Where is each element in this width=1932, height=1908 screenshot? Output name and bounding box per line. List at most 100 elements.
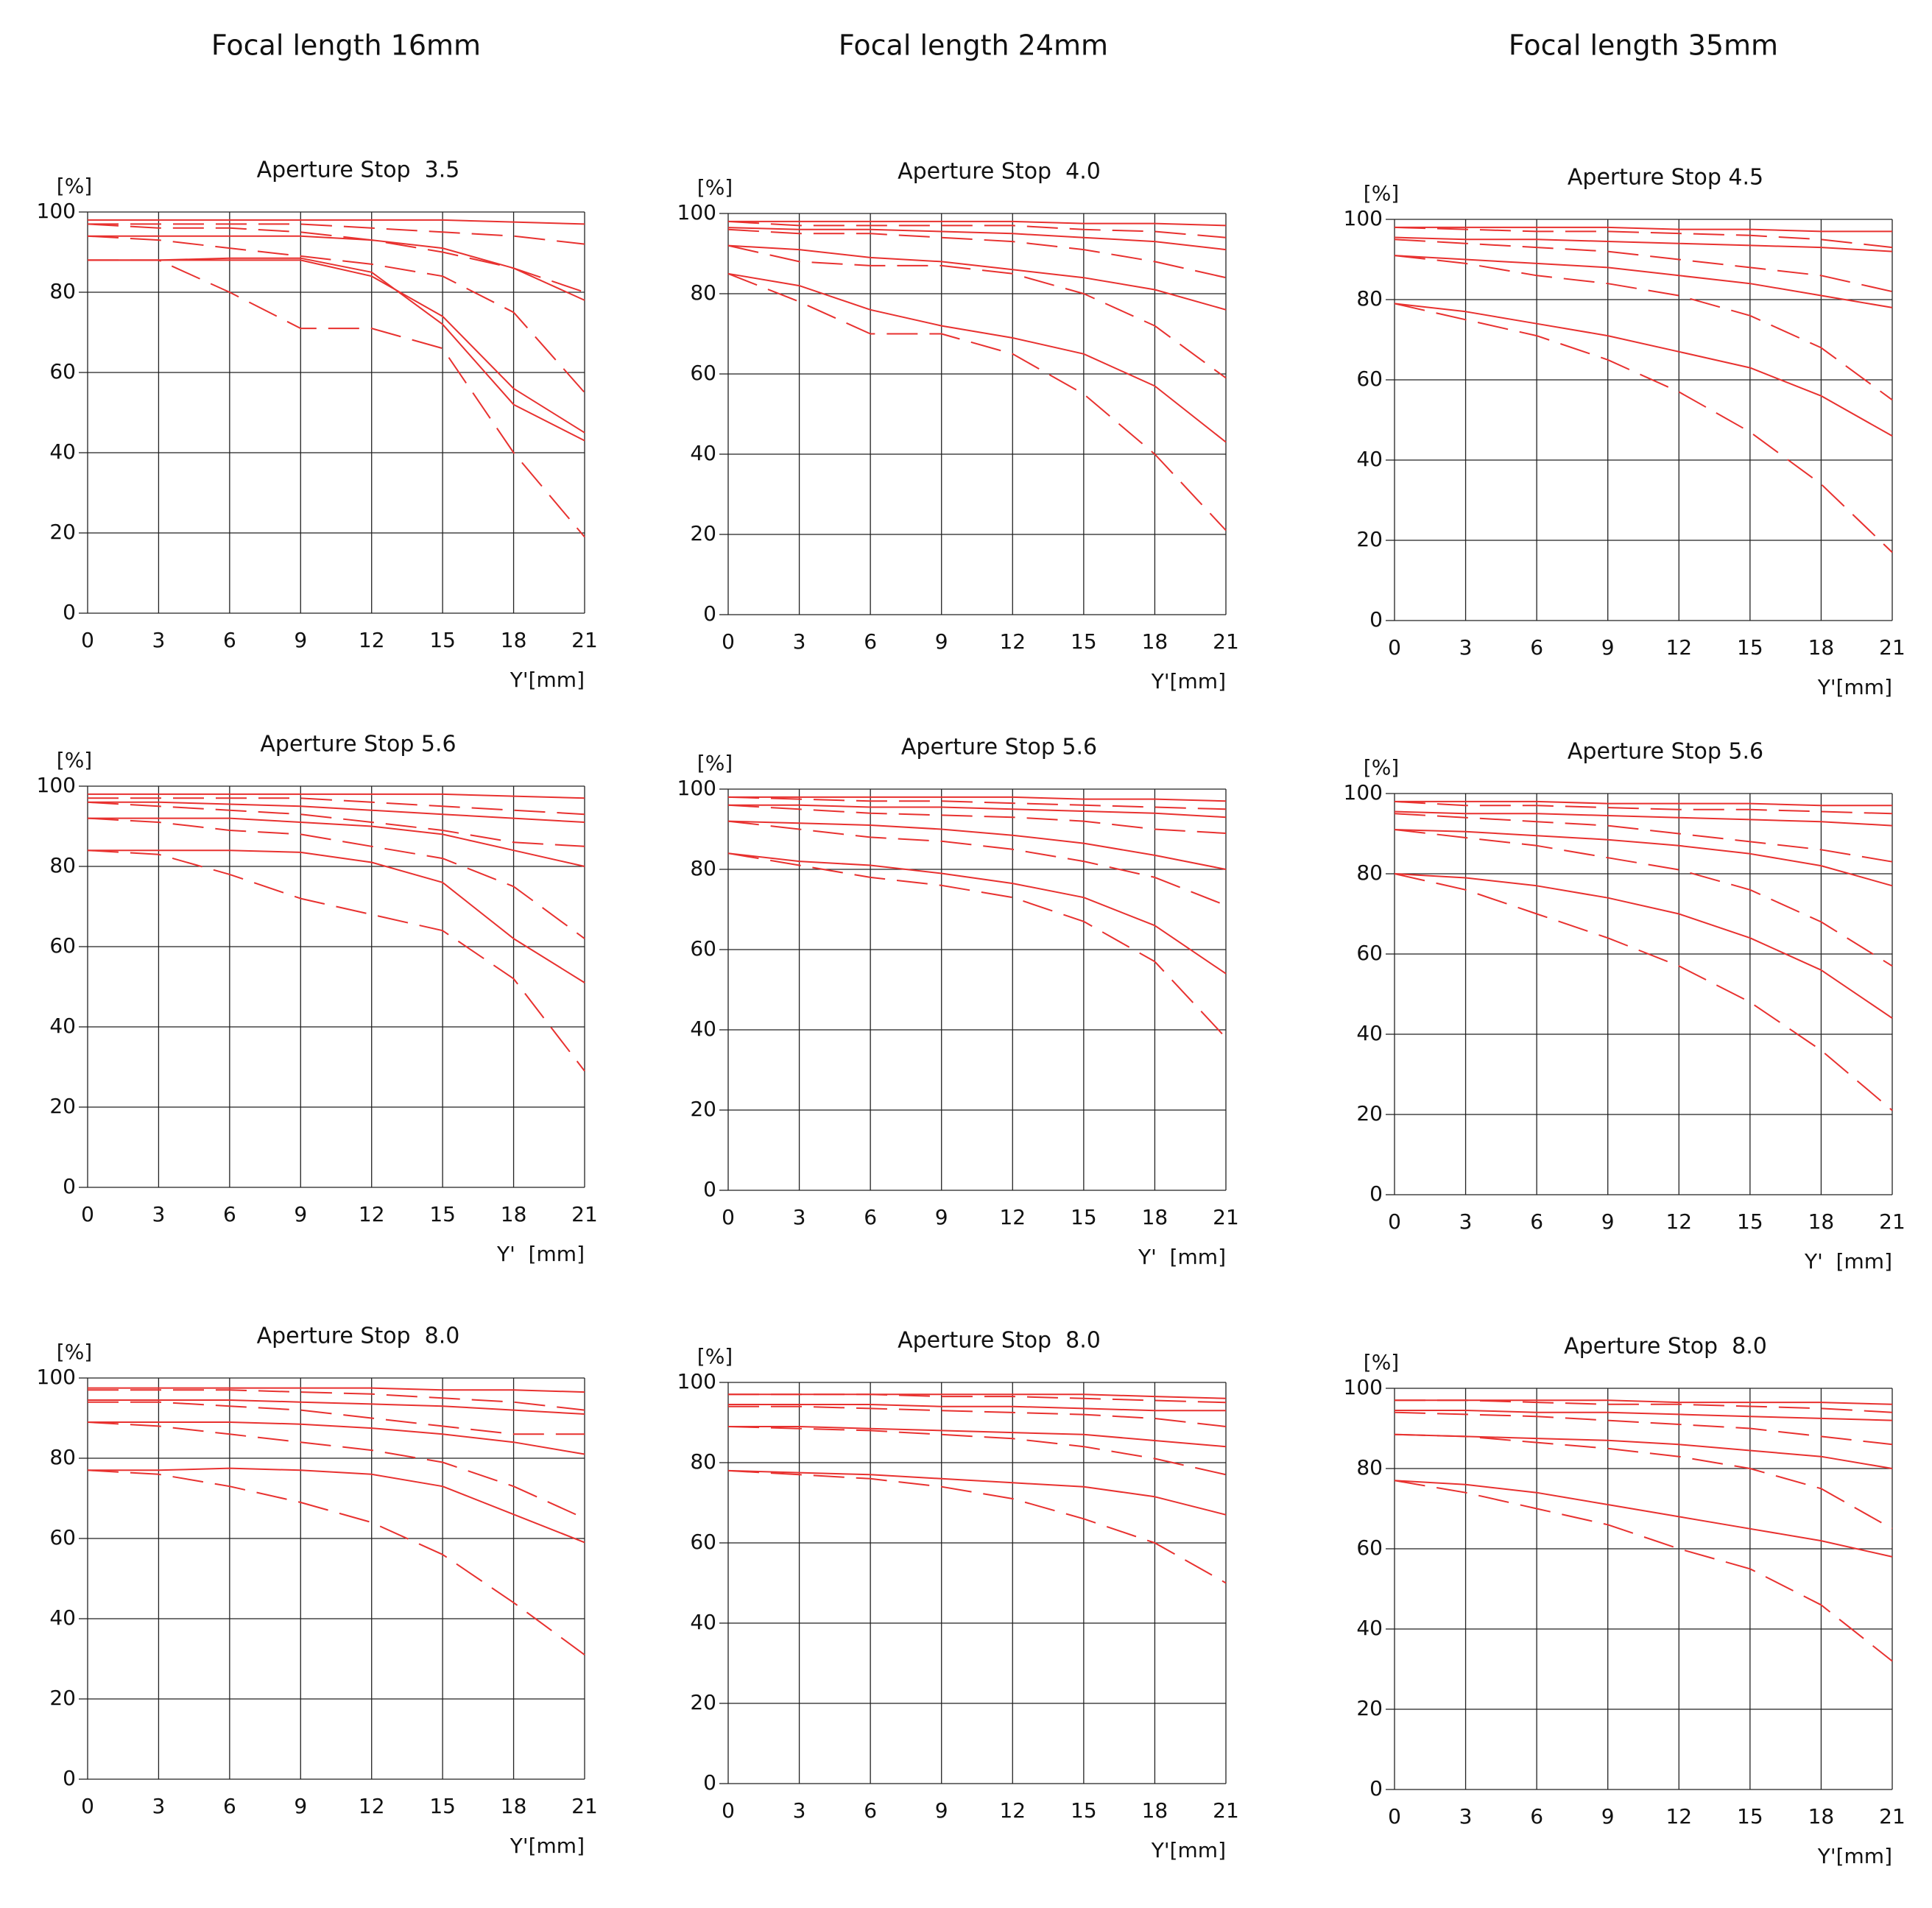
y-tick-label: 100 — [677, 776, 716, 800]
y-tick-label: 40 — [690, 441, 716, 465]
x-tick-label: 0 — [81, 1202, 94, 1226]
dashed-line — [87, 223, 585, 293]
y-tick-label: 60 — [1356, 941, 1383, 965]
x-tick-label: 3 — [1459, 1804, 1473, 1829]
dashed-line — [1394, 829, 1893, 967]
chart-title: Aperture Stop 5.6 — [1568, 739, 1763, 765]
y-axis-label: [%] — [57, 748, 92, 772]
solid-line — [728, 1404, 1226, 1412]
y-tick-label: 80 — [1356, 861, 1383, 885]
y-tick-label: 20 — [1356, 527, 1383, 551]
y-tick-label: 0 — [1369, 1776, 1383, 1801]
x-tick-label: 0 — [1388, 635, 1401, 660]
y-tick-label: 100 — [1344, 1375, 1383, 1399]
x-tick-label: 21 — [1213, 1205, 1239, 1229]
x-tick-label: 12 — [1665, 1209, 1692, 1234]
y-tick-label: 80 — [690, 280, 716, 305]
x-tick-label: 15 — [1071, 629, 1097, 654]
chart: Aperture Stop 5.6 [%] Y' [mm] 0 20 40 60 80 100 0… — [1344, 739, 1905, 1274]
x-tick-label: 12 — [359, 1794, 385, 1818]
dashed-line — [87, 817, 585, 939]
chart-title: Aperture Stop 8.0 — [1564, 1334, 1767, 1360]
chart: Aperture Stop 4.0 [%] Y'[mm] 0 20 40 60 80 100 0 3… — [677, 159, 1239, 694]
x-tick-label: 6 — [1530, 635, 1543, 660]
x-tick-label: 15 — [429, 1202, 456, 1226]
chart-title: Aperture Stop 4.0 — [898, 159, 1101, 185]
y-tick-label: 100 — [37, 1365, 76, 1389]
y-tick-label: 60 — [49, 933, 76, 958]
y-tick-label: 40 — [1356, 1021, 1383, 1045]
x-tick-label: 18 — [1142, 629, 1168, 654]
y-tick-label: 0 — [63, 1766, 76, 1790]
x-axis-label: Y'[mm] — [1817, 1844, 1892, 1868]
x-tick-label: 21 — [571, 1794, 598, 1818]
dashed-line — [727, 852, 1227, 1039]
x-tick-label: 12 — [359, 628, 385, 652]
y-tick-label: 60 — [49, 359, 76, 384]
x-axis-label: Y' [mm] — [496, 1242, 585, 1266]
x-tick-label: 0 — [722, 629, 735, 654]
x-tick-label: 6 — [1530, 1209, 1543, 1234]
y-tick-label: 80 — [1356, 286, 1383, 311]
x-tick-label: 12 — [999, 1798, 1026, 1823]
y-tick-label: 20 — [690, 1690, 716, 1714]
dashed-line — [1394, 800, 1893, 815]
dashed-line — [1395, 1399, 1893, 1413]
y-tick-label: 20 — [49, 1686, 76, 1710]
y-tick-label: 40 — [49, 439, 76, 464]
column-header: Focal length 16mm — [211, 29, 481, 62]
y-tick-label: 20 — [690, 521, 716, 545]
chart: Aperture Stop 4.5 [%] Y'[mm] 0 20 40 60 80 100 0 3… — [1344, 165, 1905, 700]
dashed-line — [727, 272, 1227, 531]
solid-line — [88, 1399, 585, 1415]
x-tick-label: 9 — [1601, 635, 1615, 660]
y-tick-label: 60 — [690, 936, 716, 961]
y-tick-label: 100 — [1344, 206, 1383, 230]
x-tick-label: 12 — [999, 1205, 1026, 1229]
y-axis-label: [%] — [697, 751, 733, 775]
solid-line — [88, 1467, 585, 1544]
x-tick-label: 21 — [1213, 1798, 1239, 1823]
x-tick-label: 9 — [935, 1205, 948, 1229]
y-tick-label: 60 — [1356, 367, 1383, 391]
y-tick-label: 40 — [690, 1610, 716, 1634]
dashed-line — [88, 797, 585, 816]
dashed-line — [728, 1405, 1227, 1427]
dashed-line — [1394, 1411, 1893, 1446]
dashed-line — [727, 228, 1227, 279]
x-tick-label: 9 — [294, 628, 307, 652]
x-tick-label: 18 — [1808, 635, 1835, 660]
y-tick-label: 80 — [49, 279, 76, 303]
solid-line — [88, 259, 585, 434]
dashed-line — [1394, 1480, 1893, 1662]
solid-line — [1394, 873, 1893, 1020]
dashed-line — [1394, 226, 1893, 249]
y-tick-label: 0 — [1369, 607, 1383, 632]
x-tick-label: 3 — [152, 1794, 166, 1818]
solid-line — [88, 257, 585, 442]
y-tick-label: 40 — [690, 1017, 716, 1041]
solid-line — [1395, 1399, 1893, 1405]
x-tick-label: 18 — [1808, 1209, 1835, 1234]
solid-line — [88, 219, 585, 225]
solid-line — [88, 801, 585, 823]
x-axis-label: Y'[mm] — [1817, 675, 1892, 699]
solid-line — [1395, 226, 1892, 233]
y-tick-label: 100 — [37, 199, 76, 223]
y-tick-label: 80 — [690, 1449, 716, 1474]
column-header: Focal length 35mm — [1509, 29, 1778, 62]
y-tick-label: 80 — [49, 1445, 76, 1469]
y-axis-label: [%] — [1364, 181, 1399, 205]
y-axis-label: [%] — [1364, 1350, 1399, 1374]
y-tick-label: 60 — [49, 1525, 76, 1550]
chart: Aperture Stop 5.6 [%] Y' [mm] 0 20 40 60 80 100 0… — [37, 732, 598, 1267]
dashed-line — [87, 1469, 585, 1656]
x-tick-label: 12 — [359, 1202, 385, 1226]
x-tick-label: 18 — [501, 628, 527, 652]
x-tick-label: 0 — [722, 1205, 735, 1229]
y-axis-label: [%] — [697, 1344, 733, 1368]
y-tick-label: 40 — [49, 1014, 76, 1038]
solid-line — [728, 220, 1227, 227]
y-tick-label: 100 — [37, 773, 76, 797]
y-tick-label: 0 — [703, 1770, 716, 1795]
